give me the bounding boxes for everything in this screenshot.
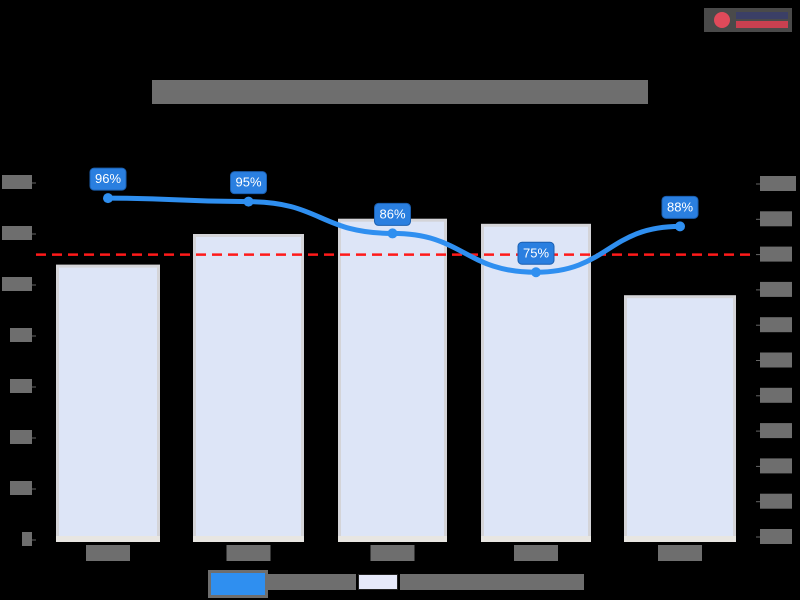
- bar: [341, 221, 444, 537]
- line-point: [243, 196, 254, 207]
- data-label: 96%: [95, 171, 121, 186]
- data-label-box: [374, 202, 411, 226]
- data-label-box: [661, 195, 699, 219]
- x-axis-label: [226, 545, 271, 561]
- bar: [484, 226, 588, 538]
- line-point: [103, 193, 113, 204]
- bar-base: [338, 536, 447, 542]
- data-label: 88%: [667, 199, 693, 214]
- right-axis-label: [760, 246, 792, 262]
- line-point: [531, 267, 541, 278]
- line-point: [387, 228, 398, 239]
- chart-title: Redacted chart title: [152, 80, 648, 104]
- legend-line-label: Redacted line series: [268, 574, 356, 590]
- data-label-box: [89, 167, 127, 191]
- logo-text-bottom: [736, 21, 788, 28]
- right-axis-label: [760, 493, 792, 509]
- logo-text-top: [736, 12, 788, 19]
- right-axis-label: [760, 211, 792, 227]
- right-axis-label: [760, 176, 796, 191]
- legend-line-swatch: [208, 570, 268, 598]
- data-label-box: [230, 171, 267, 195]
- bar-base: [193, 536, 304, 542]
- right-axis-label: [760, 281, 792, 297]
- right-axis-label: [760, 352, 792, 368]
- right-axis-label: [760, 458, 792, 474]
- data-label-box: [517, 241, 555, 265]
- bar: [627, 298, 733, 537]
- legend-bar-swatch: [358, 574, 398, 590]
- left-axis-label: [10, 430, 32, 444]
- right-axis-label: [760, 317, 792, 333]
- bar-base: [481, 536, 591, 542]
- logo-mark-icon: [714, 12, 730, 28]
- right-axis-label: [760, 529, 792, 544]
- left-axis-label: [2, 175, 32, 189]
- right-axis-label: [760, 387, 792, 403]
- bar-base: [56, 536, 160, 542]
- line-point: [675, 221, 685, 232]
- left-axis-label: [10, 379, 32, 393]
- bar-base: [624, 536, 736, 542]
- data-label: 75%: [523, 245, 549, 260]
- left-axis-label: [2, 226, 32, 240]
- brand-logo: [704, 8, 792, 32]
- data-label: 95%: [235, 175, 261, 190]
- left-axis-label: [10, 481, 32, 495]
- left-axis-label: [22, 532, 32, 546]
- x-axis-label: [370, 545, 415, 561]
- right-axis-label: [760, 423, 792, 439]
- x-axis-label: [86, 545, 130, 561]
- bar: [196, 237, 301, 537]
- x-axis-label: [658, 545, 702, 561]
- left-axis-label: [2, 277, 32, 291]
- x-axis-label: [514, 545, 558, 561]
- left-axis-label: [10, 328, 32, 342]
- legend-bar-label: Redacted bar series label: [400, 574, 584, 590]
- data-label: 86%: [379, 206, 405, 221]
- bar: [59, 267, 157, 537]
